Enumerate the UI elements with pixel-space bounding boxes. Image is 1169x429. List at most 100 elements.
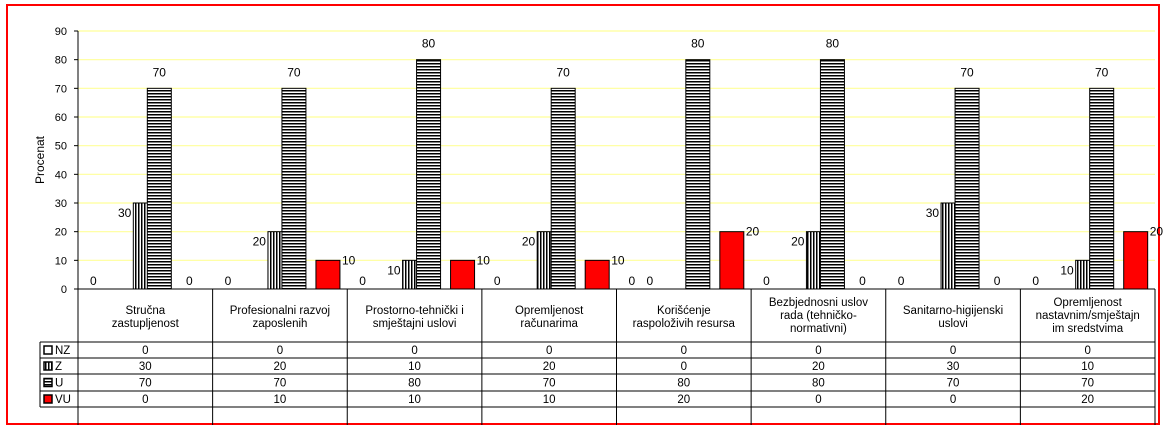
bar-u xyxy=(954,87,980,290)
table-cell: 0 xyxy=(411,345,417,357)
table-cell: 20 xyxy=(274,361,287,373)
bar-u xyxy=(416,59,442,290)
table-cell: 0 xyxy=(950,394,956,406)
legend-label-u: U xyxy=(55,378,63,390)
bar-u xyxy=(550,87,576,290)
legend-key-vu xyxy=(43,394,53,404)
data-label-u: 80 xyxy=(826,37,840,51)
table-cell: 30 xyxy=(139,361,152,373)
category-label: zastupljenost xyxy=(112,318,180,330)
data-label-u: 70 xyxy=(153,65,167,79)
y-tick-label: 90 xyxy=(55,26,67,38)
category-label: Sanitarno-higijenski xyxy=(903,305,1003,317)
table-cell: 70 xyxy=(139,378,152,390)
data-label-z: 20 xyxy=(253,235,267,249)
bar-vu xyxy=(450,259,476,290)
table-cell: 0 xyxy=(1084,345,1090,357)
bar-u xyxy=(146,87,172,290)
category-label: im sredstvima xyxy=(1052,323,1124,335)
table-cell: 0 xyxy=(277,345,283,357)
table-cell: 70 xyxy=(1081,378,1094,390)
data-label-vu: 10 xyxy=(611,253,625,267)
y-tick-label: 60 xyxy=(55,112,67,124)
y-tick-label: 20 xyxy=(55,227,67,239)
table-cell: 10 xyxy=(408,361,421,373)
gridlines xyxy=(78,30,1155,261)
category-label: Stručna xyxy=(125,305,165,317)
table-cell: 0 xyxy=(681,361,687,373)
legend-key-z xyxy=(43,361,53,371)
category-label: Prostorno-tehnički i xyxy=(365,305,463,317)
legend-label-vu: VU xyxy=(55,394,71,406)
table-cell: 20 xyxy=(812,361,825,373)
data-label-nz: 0 xyxy=(90,274,97,288)
y-tick-label: 80 xyxy=(55,55,67,67)
y-tick-label: 40 xyxy=(55,169,67,181)
category-label: zaposlenih xyxy=(252,318,307,330)
data-label-vu: 20 xyxy=(746,225,760,239)
table-cell: 10 xyxy=(1081,361,1094,373)
legend-key-nz xyxy=(43,345,53,355)
table-cell: 80 xyxy=(408,378,421,390)
chart-frame xyxy=(6,4,1160,425)
bar-u xyxy=(819,59,845,290)
table-cell: 30 xyxy=(947,361,960,373)
table-cell: 0 xyxy=(815,345,821,357)
data-label-vu: 10 xyxy=(477,253,491,267)
data-label-z: 20 xyxy=(522,235,536,249)
category-label: Korišćenje xyxy=(657,305,711,317)
table-cell: 70 xyxy=(543,378,556,390)
category-label: Opremljenost xyxy=(515,305,584,317)
data-label-vu: 0 xyxy=(186,274,193,288)
data-label-nz: 0 xyxy=(1032,274,1039,288)
bar-u xyxy=(1089,87,1115,290)
data-label-nz: 0 xyxy=(359,274,366,288)
legend-key-u xyxy=(43,377,53,388)
category-label: rada (tehničko- xyxy=(780,310,857,322)
y-tick-label: 10 xyxy=(55,255,67,267)
bar-vu xyxy=(1123,231,1149,290)
y-tick-label: 70 xyxy=(55,83,67,95)
table-cell: 10 xyxy=(408,394,421,406)
data-label-vu: 10 xyxy=(342,253,356,267)
table-cell: 10 xyxy=(543,394,556,406)
data-label-z: 30 xyxy=(926,206,940,220)
y-tick-label: 30 xyxy=(55,198,67,210)
data-label-z: 20 xyxy=(791,235,805,249)
table-cell: 0 xyxy=(142,345,148,357)
data-label-nz: 0 xyxy=(494,274,501,288)
data-label-z: 10 xyxy=(387,263,401,277)
bars xyxy=(132,59,1149,290)
table-cell: 20 xyxy=(543,361,556,373)
category-label: uslovi xyxy=(938,318,967,330)
bar-u xyxy=(685,59,711,290)
category-label: smještajni uslovi xyxy=(373,318,457,330)
y-tick-label: 0 xyxy=(61,284,67,296)
bar-vu xyxy=(315,259,341,290)
bar-vu xyxy=(719,231,745,290)
y-tick-label: 50 xyxy=(55,141,67,153)
data-label-u: 80 xyxy=(691,37,705,51)
data-label-u: 80 xyxy=(422,37,436,51)
data-label-z: 0 xyxy=(646,274,653,288)
table-cell: 0 xyxy=(950,345,956,357)
data-label-u: 70 xyxy=(960,65,974,79)
data-label-u: 70 xyxy=(1095,65,1109,79)
data-label-vu: 20 xyxy=(1150,225,1164,239)
data-label-u: 70 xyxy=(557,65,571,79)
bar-u xyxy=(281,87,307,290)
data-label-nz: 0 xyxy=(763,274,770,288)
table-cell: 0 xyxy=(142,394,148,406)
category-label: raspoloživih resursa xyxy=(633,318,736,330)
data-label-nz: 0 xyxy=(898,274,905,288)
legend-label-nz: NZ xyxy=(55,345,70,357)
bar-vu xyxy=(584,259,610,290)
table-cell: 0 xyxy=(815,394,821,406)
data-label-u: 70 xyxy=(287,65,301,79)
table-cell: 80 xyxy=(677,378,690,390)
table-cell: 0 xyxy=(681,345,687,357)
